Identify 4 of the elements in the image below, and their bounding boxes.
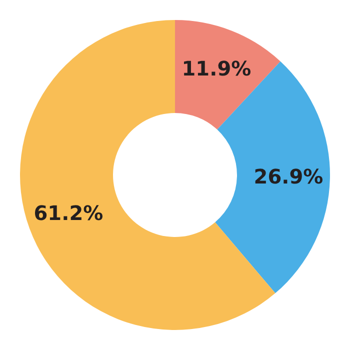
data-label: 26.9% [254,164,324,188]
data-label: 11.9% [182,56,252,80]
donut-slice [175,20,280,130]
data-label: 61.2% [34,201,104,226]
